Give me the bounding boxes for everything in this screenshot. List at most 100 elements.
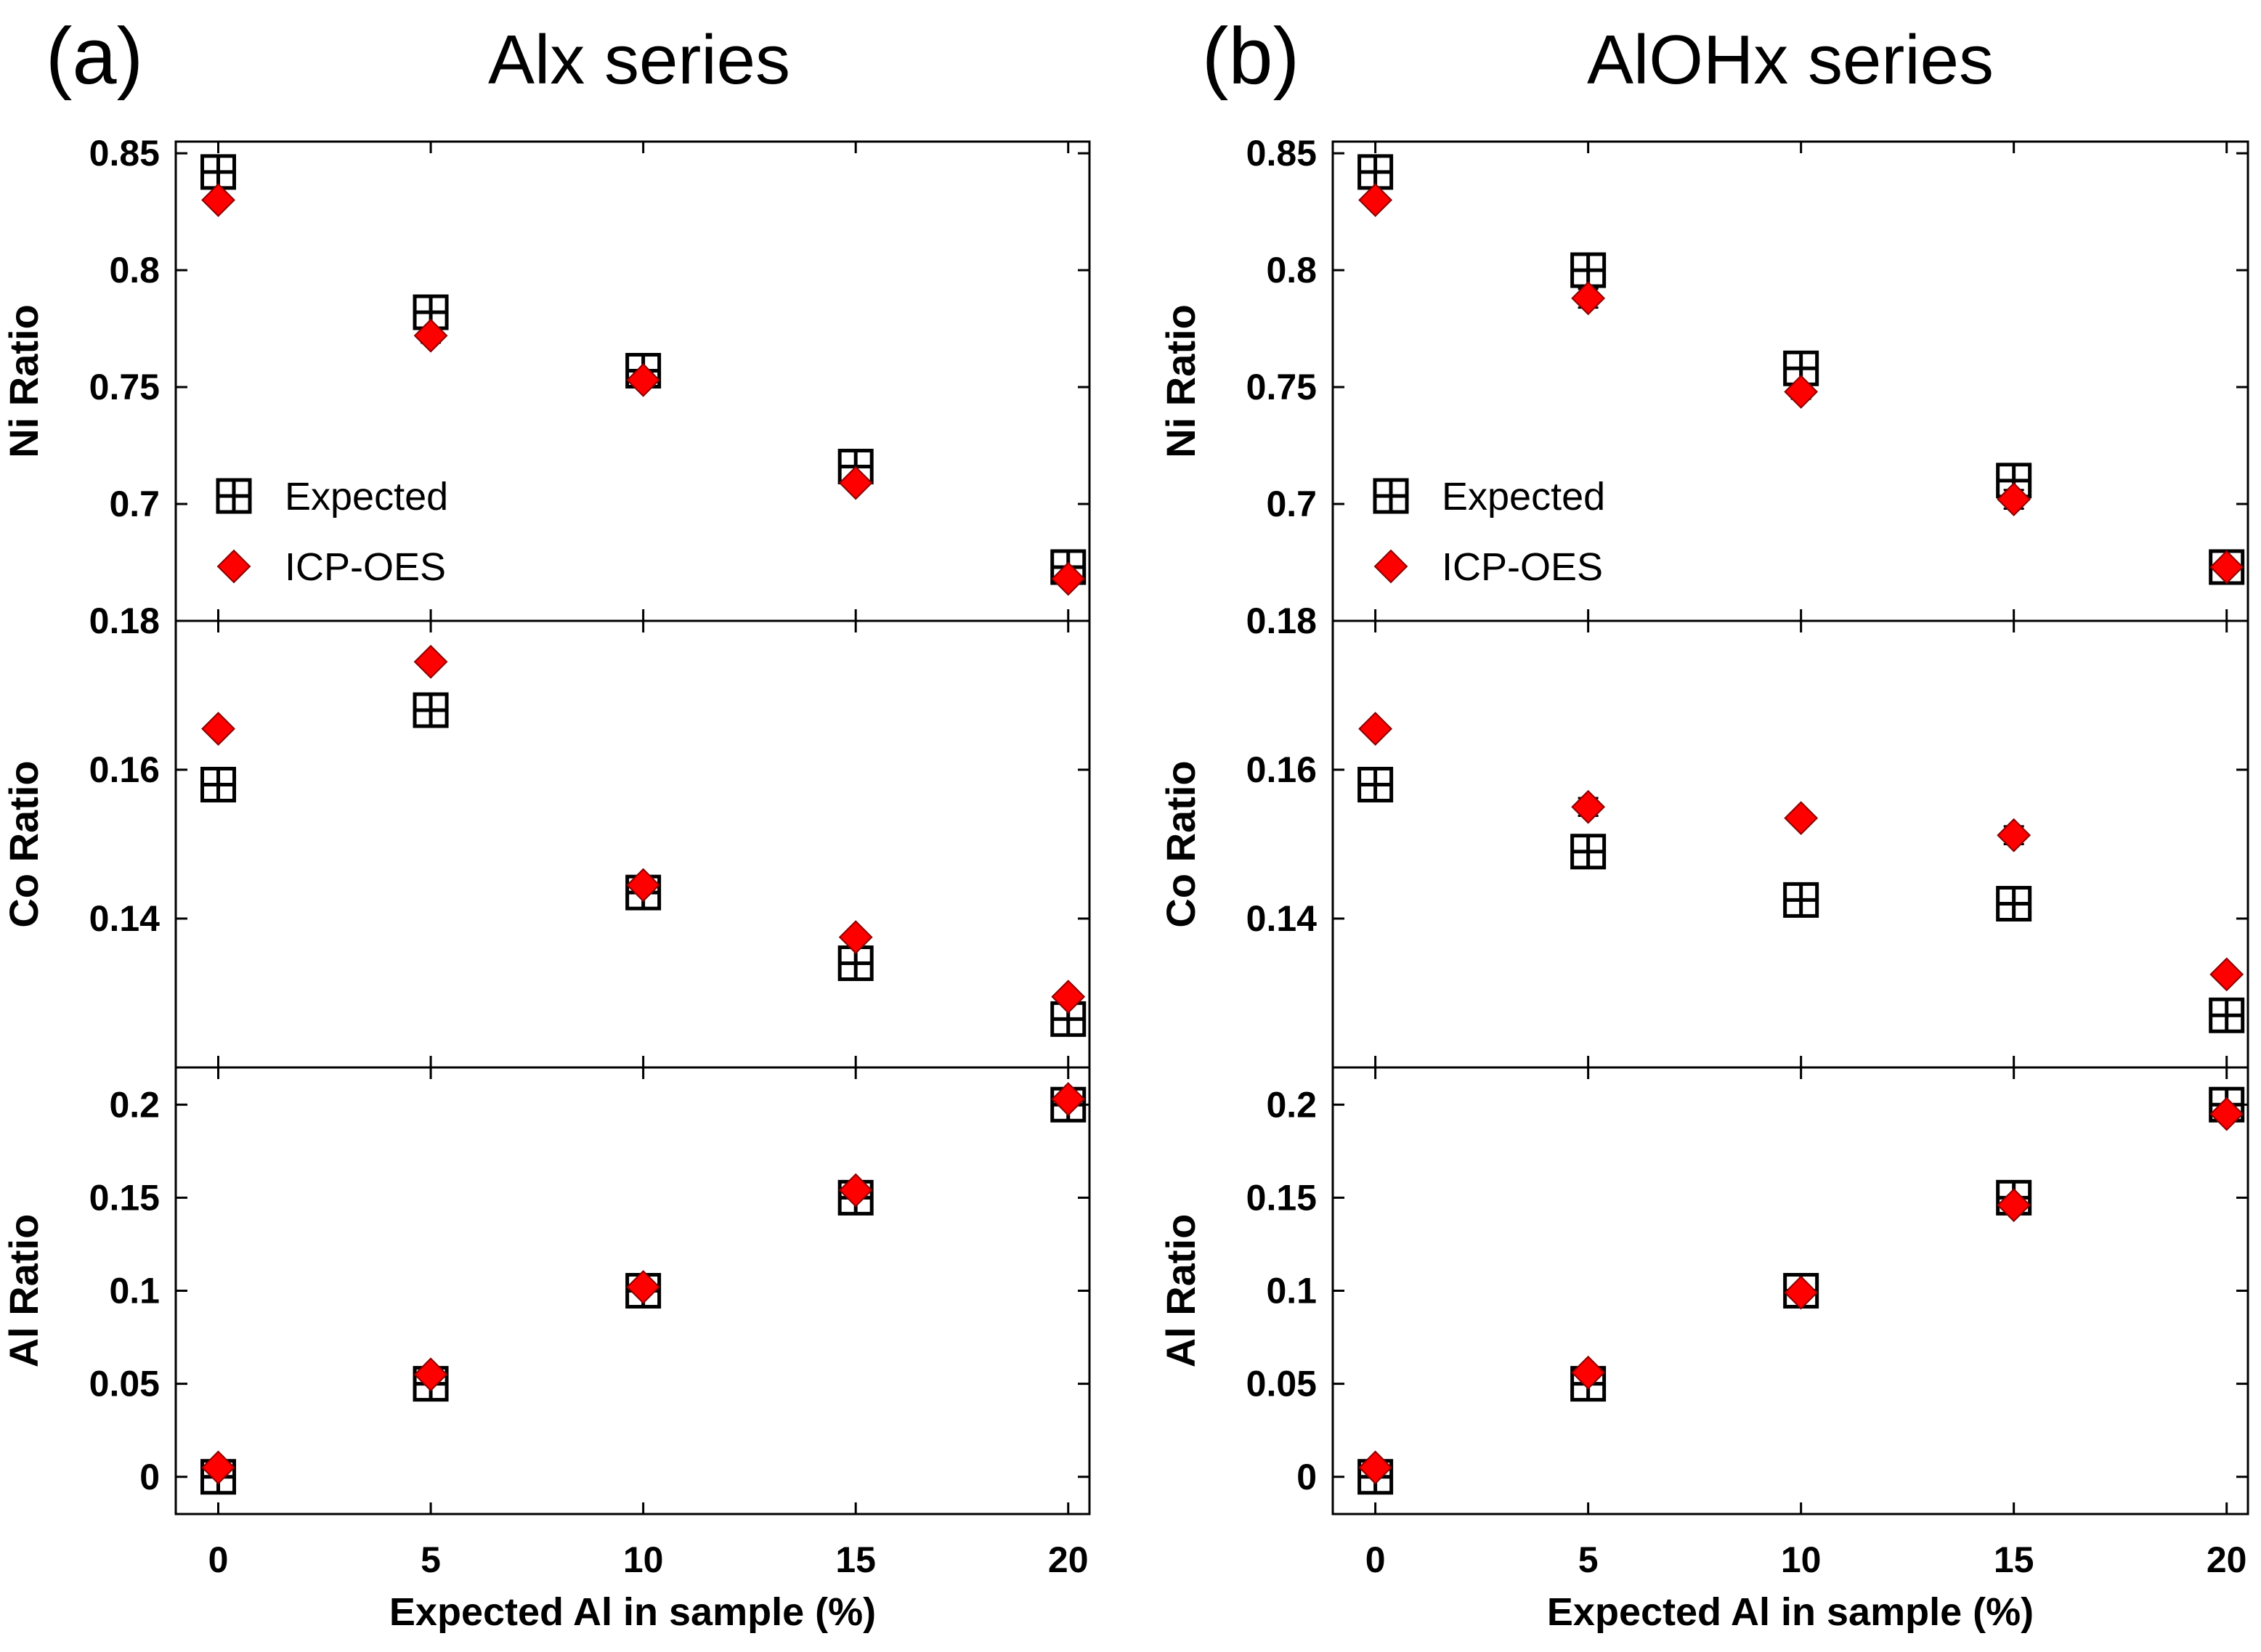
y-tick-label: 0.16	[1246, 749, 1317, 790]
y-tick-label: 0.75	[1246, 367, 1317, 407]
x-axis-label: Expected Al in sample (%)	[1547, 1590, 2034, 1634]
panel-title: Alx series	[488, 21, 790, 99]
y-tick-label: 0.1	[109, 1271, 160, 1311]
y-tick-label: 0.2	[109, 1084, 160, 1125]
y-tick-label: 0.85	[1246, 133, 1317, 174]
y-tick-label: 0.16	[89, 749, 160, 790]
panel-b: (b) AlOHx series 0.85 0.8 0.75 0.7 Ni Ratio 0.1…	[1158, 12, 2249, 1634]
legend-expected-label: Expected	[1442, 475, 1605, 518]
expected-point	[1996, 886, 2032, 921]
icp-oes-point	[1784, 375, 1819, 409]
icp-oes-point	[1051, 1082, 1086, 1116]
y-tick-label: 0.05	[1246, 1364, 1317, 1404]
y-axis-label: Ni Ratio	[1, 304, 46, 458]
expected-point	[413, 692, 449, 728]
y-tick-label: 0.15	[89, 1177, 160, 1218]
icp-oes-point	[201, 183, 235, 217]
legend: Expected ICP-OES	[216, 475, 448, 589]
y-axis-label: Co Ratio	[1, 760, 46, 927]
icp-oes-point	[413, 1357, 448, 1392]
panel-title: AlOHx series	[1587, 21, 1994, 99]
y-tick-label: 0.14	[89, 898, 161, 939]
icp-oes-point	[1571, 1355, 1606, 1390]
y-tick-label: 0.7	[109, 484, 160, 524]
subplot-ni-ratio: 0.85 0.8 0.75 0.7 Ni Ratio	[1, 133, 1091, 622]
legend-icp-oes-icon	[216, 549, 251, 584]
y-tick-label: 0.2	[1266, 1084, 1317, 1125]
x-tick-label: 5	[1578, 1539, 1599, 1580]
icp-oes-point	[1997, 482, 2031, 516]
legend: Expected ICP-OES	[1373, 475, 1605, 589]
y-axis-label: Al Ratio	[1158, 1214, 1203, 1368]
icp-oes-point	[626, 362, 661, 397]
x-axis-label: Expected Al in sample (%)	[389, 1590, 876, 1634]
y-tick-label: 0.85	[89, 133, 160, 174]
expected-point	[2209, 997, 2245, 1033]
icp-oes-point	[2209, 957, 2244, 992]
expected-point	[200, 767, 237, 802]
icp-oes-point	[201, 712, 235, 746]
icp-oes-point	[626, 1269, 661, 1304]
icp-oes-point	[838, 465, 873, 500]
y-axis-label: Co Ratio	[1158, 760, 1203, 927]
y-tick-label: 0.7	[1266, 484, 1317, 524]
x-tick-label: 15	[835, 1539, 876, 1580]
icp-oes-point	[1051, 980, 1086, 1014]
y-tick-label: 0.18	[1246, 601, 1317, 641]
y-tick-label: 0.18	[89, 601, 160, 641]
icp-oes-point	[1358, 712, 1393, 746]
icp-oes-point	[2209, 550, 2244, 585]
subplot-co-ratio: 0.18 0.16 0.14 Co Ratio	[1158, 601, 2249, 1069]
x-tick-label: 0	[1365, 1539, 1386, 1580]
icp-oes-point	[838, 1173, 873, 1208]
icp-oes-point	[201, 1450, 235, 1485]
y-tick-label: 0.8	[1266, 250, 1317, 290]
y-tick-label: 0.15	[1246, 1177, 1317, 1218]
icp-oes-point	[1784, 801, 1819, 836]
subplot-co-ratio: 0.18 0.16 0.14 Co Ratio	[1, 601, 1091, 1069]
icp-oes-point	[2209, 1096, 2244, 1131]
y-tick-label: 0.14	[1246, 898, 1318, 939]
panel-label: (a)	[46, 12, 143, 101]
expected-point	[1357, 767, 1394, 802]
icp-oes-point	[838, 920, 873, 955]
legend-expected-icon	[216, 478, 252, 514]
icp-oes-point	[1358, 183, 1393, 217]
expected-point	[1783, 882, 1819, 918]
panel-label: (b)	[1202, 12, 1299, 101]
y-tick-label: 0.75	[89, 367, 160, 407]
y-axis-label: Ni Ratio	[1158, 304, 1203, 458]
icp-oes-point	[1358, 1450, 1393, 1485]
expected-point	[1570, 834, 1607, 870]
x-tick-label: 10	[1781, 1539, 1822, 1580]
y-tick-label: 0	[139, 1457, 160, 1497]
subplot-ni-ratio: 0.85 0.8 0.75 0.7 Ni Ratio	[1158, 133, 2249, 622]
subplot-al-ratio: 0.2 0.15 0.1 0.05 0 Al Ratio	[1158, 1066, 2249, 1515]
icp-oes-point	[1571, 789, 1606, 824]
legend-expected-icon	[1373, 478, 1409, 514]
legend-expected-label: Expected	[285, 475, 448, 518]
icp-oes-point	[1051, 561, 1086, 596]
x-tick-label: 20	[1048, 1539, 1089, 1580]
legend-icp-oes-label: ICP-OES	[285, 545, 446, 589]
icp-oes-point	[626, 868, 661, 903]
plot-frame	[174, 619, 1091, 1069]
icp-oes-point	[1784, 1275, 1819, 1310]
icp-oes-point	[1997, 1188, 2031, 1223]
icp-oes-point	[1571, 281, 1606, 316]
legend-icp-oes-icon	[1373, 549, 1408, 584]
y-tick-label: 0.8	[109, 250, 160, 290]
legend-icp-oes-label: ICP-OES	[1442, 545, 1603, 589]
x-tick-label: 5	[421, 1539, 441, 1580]
icp-oes-point	[413, 318, 448, 353]
icp-oes-point	[413, 644, 448, 679]
y-tick-label: 0.1	[1266, 1271, 1317, 1311]
x-tick-label: 20	[2207, 1539, 2247, 1580]
subplot-al-ratio: 0.2 0.15 0.1 0.05 0 Al Ratio	[1, 1066, 1091, 1515]
x-tick-label: 0	[208, 1539, 229, 1580]
y-axis-label: Al Ratio	[1, 1214, 46, 1368]
x-tick-label: 10	[623, 1539, 664, 1580]
plot-frame	[1331, 619, 2249, 1069]
